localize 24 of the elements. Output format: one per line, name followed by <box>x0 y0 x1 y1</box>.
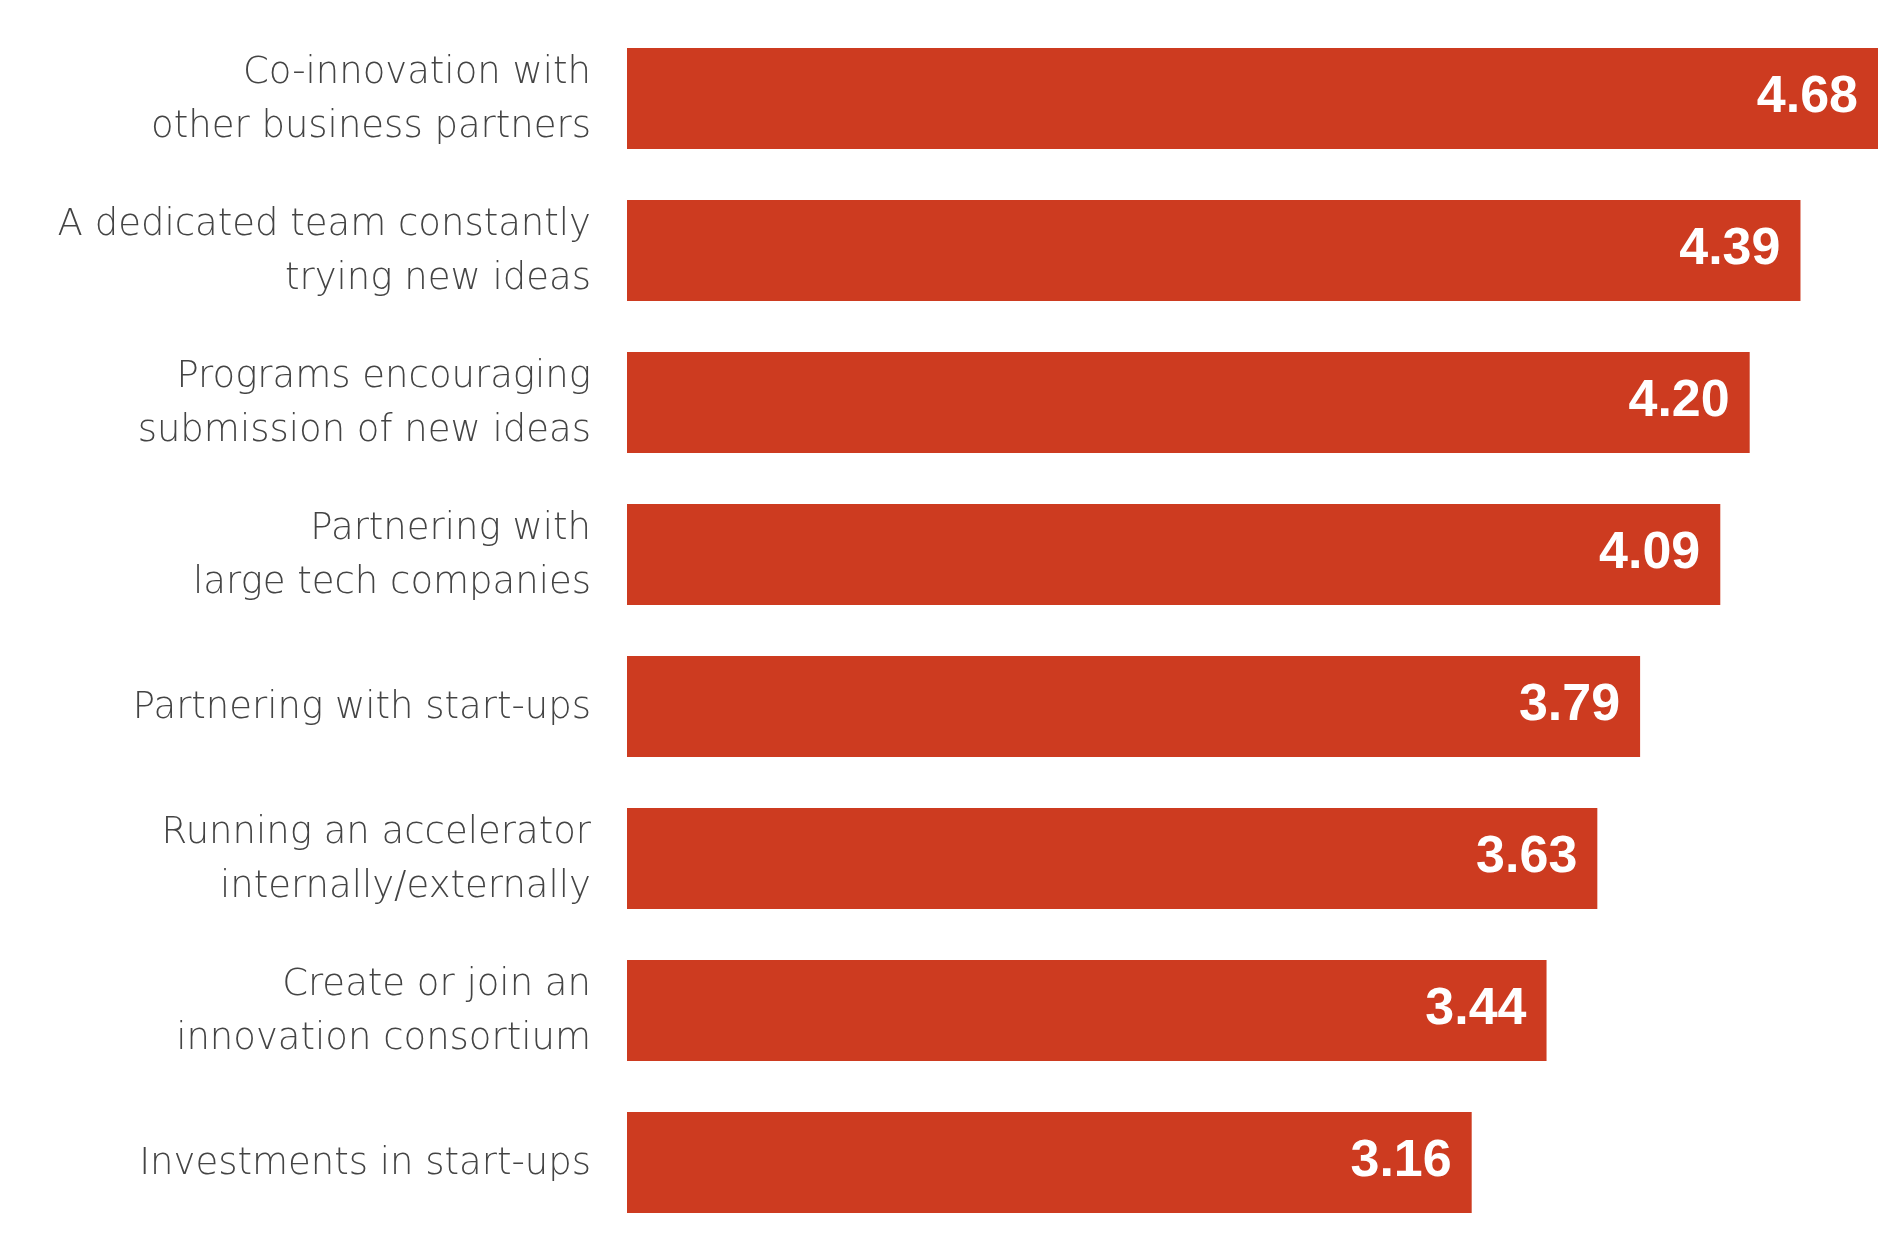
data-label: 3.79 <box>1518 673 1621 732</box>
y-tick-label: Running an accelerator internally/externally <box>161 808 592 905</box>
y-tick-label: A dedicated team constantly trying new ideas <box>57 200 591 297</box>
y-tick-label: Investments in start-ups <box>139 1139 591 1182</box>
data-label: 3.44 <box>1425 977 1527 1036</box>
bar <box>627 1112 1472 1213</box>
data-label: 4.39 <box>1679 217 1781 276</box>
bar <box>627 808 1598 909</box>
bar <box>627 200 1801 301</box>
data-label: 4.20 <box>1628 369 1730 428</box>
y-tick-label: Partnering with start-ups <box>132 683 591 726</box>
bar <box>627 656 1641 757</box>
bar <box>627 352 1750 453</box>
data-label: 3.16 <box>1350 1129 1452 1188</box>
bar <box>627 504 1721 605</box>
bar <box>627 48 1878 149</box>
y-tick-label: Create or join an innovation consortium <box>176 960 591 1057</box>
y-tick-label: Partnering with large tech companies <box>192 504 591 601</box>
y-tick-label: Programs encouraging submission of new ideas <box>137 352 591 449</box>
y-tick-label: Co-innovation with other business partners <box>151 48 591 145</box>
data-label: 4.68 <box>1756 65 1858 124</box>
bar <box>627 960 1547 1061</box>
data-label: 3.63 <box>1476 825 1578 884</box>
data-label: 4.09 <box>1599 521 1701 580</box>
